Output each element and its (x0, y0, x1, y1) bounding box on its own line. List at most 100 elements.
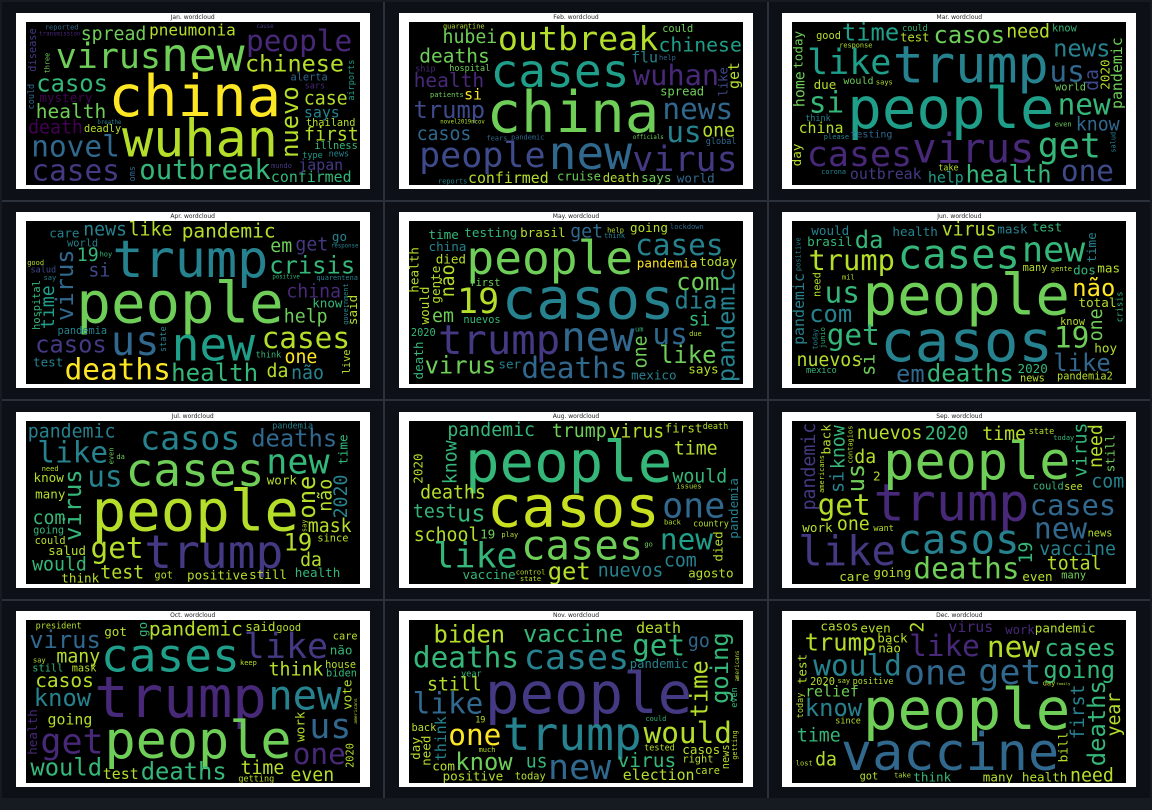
wordcloud-word: com (1092, 471, 1125, 492)
wordcloud-word: us (666, 115, 701, 149)
wordcloud-word: need (41, 465, 58, 473)
wordcloud-word: alerta (290, 71, 327, 83)
wordcloud-figure: Sep. wordcloud trump people casos like cases d… (782, 411, 1137, 588)
wordcloud-word: nuevo (276, 86, 304, 158)
wordcloud-word: like (413, 687, 484, 721)
wordcloud-word: pandemia (272, 421, 313, 431)
wordcloud-word: cases (490, 44, 629, 98)
wordcloud-word: right (682, 754, 713, 766)
wordcloud-word: biden (433, 621, 505, 649)
wordcloud-word: contagios (847, 425, 855, 463)
wordcloud-word: mask (307, 516, 351, 537)
wordcloud-word: 2020 (344, 743, 356, 768)
wordcloud-word: cases (898, 231, 1020, 279)
wordcloud-word: good (276, 622, 301, 634)
wordcloud-word: test (33, 355, 63, 370)
wordcloud-word: virus (913, 124, 1035, 172)
wordcloud-word: one (1061, 154, 1114, 185)
wordcloud-word: know (1052, 22, 1078, 34)
wordcloud-cell: Jun. wordcloud people casos cases trump new de… (768, 201, 1150, 399)
wordcloud-word: testing (851, 129, 893, 140)
wordcloud-figure: Dec. wordcloud people vaccine one get like new… (782, 611, 1137, 788)
wordcloud-word: trump (805, 629, 877, 657)
wordcloud-word: não (329, 643, 352, 658)
wordcloud-svg: peopletrumpnewusdeathscaseshealthcrisisp… (27, 221, 360, 384)
wordcloud-word: go (644, 540, 652, 548)
wordcloud-word: go (688, 631, 710, 652)
wordcloud-word: crisis (269, 252, 355, 280)
wordcloud-word: thailand (306, 117, 356, 129)
wordcloud-word: trump (112, 230, 268, 290)
wordcloud-figure: Jul. wordcloud people cases trump casos new us… (15, 411, 370, 588)
wordcloud-canvas: casos people cases one like new us get trump scho… (408, 420, 743, 584)
wordcloud-word: transmission (39, 31, 80, 37)
wordcloud-word: chinese (658, 33, 741, 56)
wordcloud-figure: Jan. wordcloud china wuhan new outbreak virus… (15, 12, 370, 189)
wordcloud-word: would (672, 466, 727, 487)
wordcloud-word: know (312, 296, 343, 311)
wordcloud-word: new (266, 442, 330, 482)
wordcloud-word: many (35, 486, 66, 501)
wordcloud-word: bill (1056, 732, 1071, 762)
wordcloud-word: death (636, 620, 681, 637)
wordcloud-word: health (35, 100, 105, 123)
wordcloud-word: pandemia (726, 478, 741, 539)
wordcloud-word: 2 (908, 622, 929, 633)
wordcloud-word: know (33, 684, 91, 712)
wordcloud-word: says (688, 362, 718, 377)
wordcloud-word: da (300, 550, 322, 571)
wordcloud-word: não (315, 479, 336, 512)
wordcloud-word: good (816, 30, 841, 42)
wordcloud-word: vaccine (462, 567, 515, 582)
wordcloud-word: pandemic (630, 657, 689, 671)
wordcloud-cell: May. wordcloud casos people new trump 19 us dea… (385, 201, 767, 399)
wordcloud-word: casos (487, 473, 660, 540)
wordcloud-word: 19 (1016, 541, 1037, 563)
wordcloud-word: nuevos (463, 314, 500, 326)
wordcloud-word: 19 (480, 526, 495, 541)
wordcloud-word: getting (238, 775, 274, 784)
wordcloud-word: like (1054, 349, 1111, 377)
wordcloud-word: health (171, 359, 258, 384)
wordcloud-word: us (87, 459, 122, 493)
wordcloud-word: back (664, 518, 682, 526)
wordcloud-word: think (268, 660, 323, 681)
wordcloud-word: china (799, 119, 844, 137)
wordcloud-word: si (88, 261, 110, 282)
wordcloud-word: care (332, 631, 357, 643)
wordcloud-word: us (526, 752, 548, 773)
wordcloud-word: 2020 (1098, 59, 1113, 89)
wordcloud-word: novel2019ncov (440, 119, 485, 125)
wordcloud-canvas: people trump cases new deaths would one like get… (408, 620, 743, 784)
wordcloud-word: would (32, 554, 87, 575)
wordcloud-word: pandemic (1035, 621, 1096, 636)
wordcloud-word: da (116, 453, 124, 461)
wordcloud-word: deadly (84, 123, 121, 135)
wordcloud-word: know (455, 748, 513, 776)
wordcloud-word: died (711, 531, 726, 561)
wordcloud-word: virus (617, 749, 676, 772)
wordcloud-word: si (859, 354, 880, 376)
wordcloud-word: quarentena (316, 274, 358, 282)
wordcloud-word: da (1082, 69, 1103, 91)
wordcloud-word: wuhan (122, 109, 278, 169)
wordcloud-word: new (987, 630, 1040, 664)
wordcloud-cell: Jul. wordcloud people cases trump casos new us… (2, 401, 384, 599)
wordcloud-word: virus (51, 250, 79, 322)
wordcloud-word: test (413, 501, 457, 522)
wordcloud-word: virus (59, 469, 87, 541)
wordcloud-word: pandemic (713, 268, 741, 383)
wordcloud-word: health (294, 565, 340, 580)
wordcloud-word: testing (464, 225, 517, 240)
wordcloud-word: get (1038, 126, 1101, 166)
wordcloud-word: live (341, 350, 353, 375)
wordcloud-word: health (26, 710, 40, 756)
wordcloud-figure: Apr. wordcloud people trump new us deaths case… (15, 212, 370, 389)
wordcloud-word: news (720, 745, 732, 770)
wordcloud-word: say (33, 657, 46, 665)
wordcloud-word: não (879, 641, 902, 656)
wordcloud-word: time (38, 286, 59, 330)
wordcloud-figure: Nov. wordcloud people trump cases new deaths w… (398, 611, 753, 788)
wordcloud-word: cases (521, 521, 643, 569)
